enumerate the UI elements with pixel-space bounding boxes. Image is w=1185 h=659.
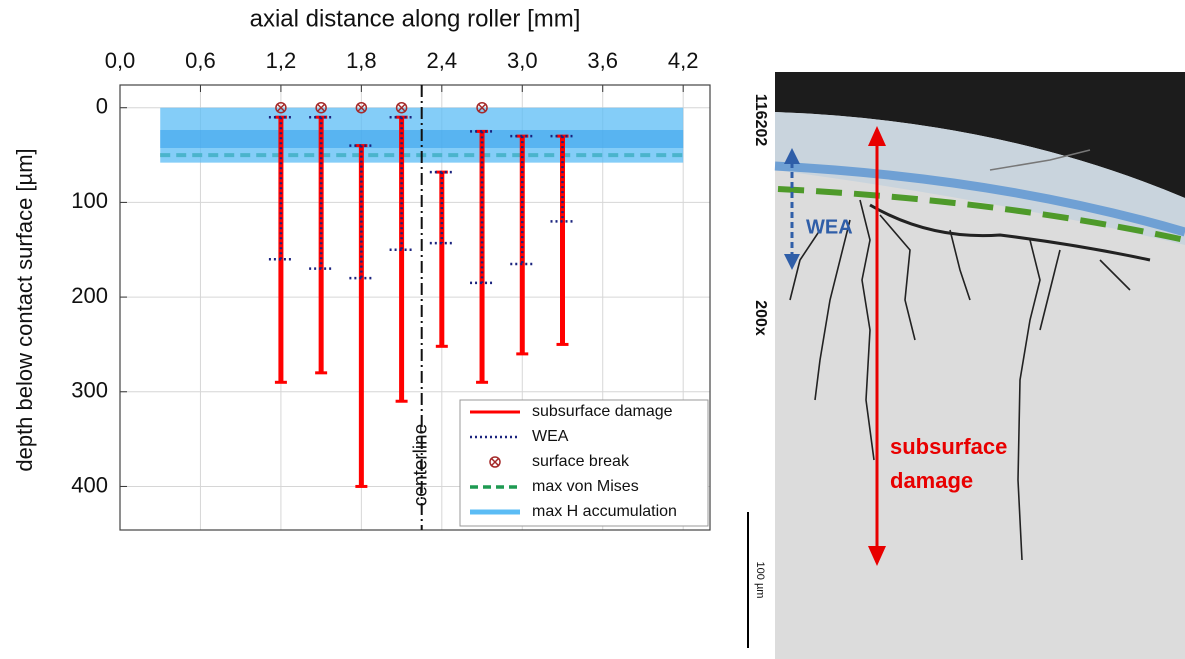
legend-label: max H accumulation <box>532 503 677 520</box>
x-tick-label: 0,6 <box>185 48 216 73</box>
surface-break <box>275 101 287 114</box>
y-axis-title: depth below contact surface [µm] <box>12 148 37 471</box>
damage-bar <box>399 117 405 402</box>
y-tick-label: 200 <box>71 283 108 308</box>
legend-label: surface break <box>532 453 630 470</box>
x-tick-label: 1,8 <box>346 48 377 73</box>
surface-break <box>476 101 488 114</box>
marker-cross <box>316 103 326 113</box>
x-tick-label: 4,2 <box>668 48 699 73</box>
surface-break <box>315 101 327 114</box>
legend-label: subsurface damage <box>532 403 673 420</box>
legend-label: max von Mises <box>532 478 639 495</box>
x-axis-title: axial distance along roller [mm] <box>250 5 581 32</box>
marker-ring <box>476 101 488 114</box>
x-tick-label: 3,6 <box>587 48 618 73</box>
damage-bar <box>318 117 324 373</box>
marker-ring <box>395 101 408 114</box>
surface-break <box>355 101 368 114</box>
marker-ring <box>355 101 368 114</box>
legend-box <box>459 399 709 527</box>
y-tick-label: 100 <box>71 188 108 213</box>
x-tick-label: 1,2 <box>266 48 297 73</box>
damage-bar <box>519 136 525 354</box>
micrograph: WEA subsurface damage 116202 200x 100 µm <box>747 72 1185 659</box>
marker-ring <box>315 101 327 114</box>
legend-label: WEA <box>532 428 569 445</box>
x-tick-label: 2,4 <box>427 48 458 73</box>
sample-id: 116202 <box>752 94 769 147</box>
scale-label: 100 µm <box>754 562 766 599</box>
damage-bar <box>560 136 565 345</box>
x-tick-label: 3,0 <box>507 48 538 73</box>
damage-bar <box>278 117 284 383</box>
y-tick-label: 300 <box>71 378 108 403</box>
chart: axial distance along roller [mm] depth b… <box>12 5 711 531</box>
marker-cross <box>397 103 407 113</box>
mounting-resin <box>775 72 1185 198</box>
y-tick-label: 400 <box>71 472 108 497</box>
damage-label: damage <box>890 468 973 493</box>
marker-cross <box>276 103 286 113</box>
x-tick-label: 0,0 <box>105 48 136 73</box>
magnification: 200x <box>752 300 769 336</box>
y-tick-label: 0 <box>96 94 108 119</box>
centerline-label: centerline <box>411 424 432 506</box>
damage-bar <box>439 172 445 347</box>
legend-marker <box>490 457 500 467</box>
marker-cross <box>356 103 366 113</box>
h-band <box>774 161 1185 237</box>
marker-cross <box>477 103 487 113</box>
damage-label: subsurface <box>890 434 1007 459</box>
legend-marker <box>489 456 501 468</box>
von-mises-line <box>777 186 1185 243</box>
wea-label: WEA <box>806 216 853 238</box>
cracks <box>789 149 1151 561</box>
surface-break <box>395 101 408 114</box>
legend: subsurface damage WEA surface break max von… <box>459 399 709 527</box>
plot-frame <box>119 84 711 531</box>
marker-ring <box>275 101 287 114</box>
damage-bar <box>358 145 364 487</box>
